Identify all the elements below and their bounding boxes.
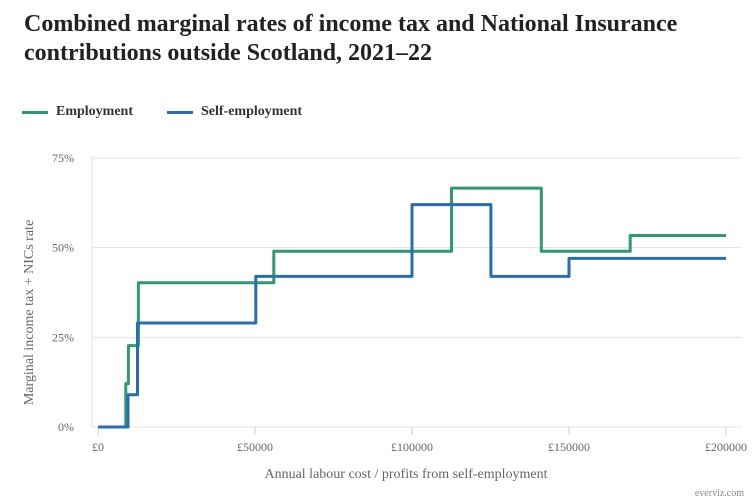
series-line-self-employment <box>98 203 726 429</box>
x-tick-label: £50000 <box>237 440 273 454</box>
y-axis-label: Marginal income tax + NICs rate <box>22 220 37 405</box>
chart-title: Combined marginal rates of income tax an… <box>24 11 678 66</box>
x-tick-label: £150000 <box>548 440 590 454</box>
x-tick-label: £200000 <box>705 440 747 454</box>
y-tick-label: 75% <box>52 151 74 165</box>
y-tick-label: 25% <box>52 330 74 344</box>
legend-swatch-self-employment <box>167 110 193 114</box>
x-tick-label: £100000 <box>391 440 433 454</box>
legend: Employment Self-employment <box>22 104 302 120</box>
series-line-employment <box>98 186 726 429</box>
legend-swatch-employment <box>22 110 48 114</box>
credit: everviz.com <box>694 488 744 499</box>
x-axis-label: Annual labour cost / profits from self-e… <box>264 467 547 482</box>
legend-item-employment[interactable]: Employment <box>22 104 133 120</box>
legend-item-self-employment[interactable]: Self-employment <box>167 104 302 120</box>
y-tick-label: 0% <box>58 420 74 434</box>
x-tick-label: £0 <box>92 440 104 454</box>
legend-label-self-employment: Self-employment <box>201 104 303 119</box>
legend-label-employment: Employment <box>56 104 133 119</box>
y-tick-label: 50% <box>52 241 74 255</box>
